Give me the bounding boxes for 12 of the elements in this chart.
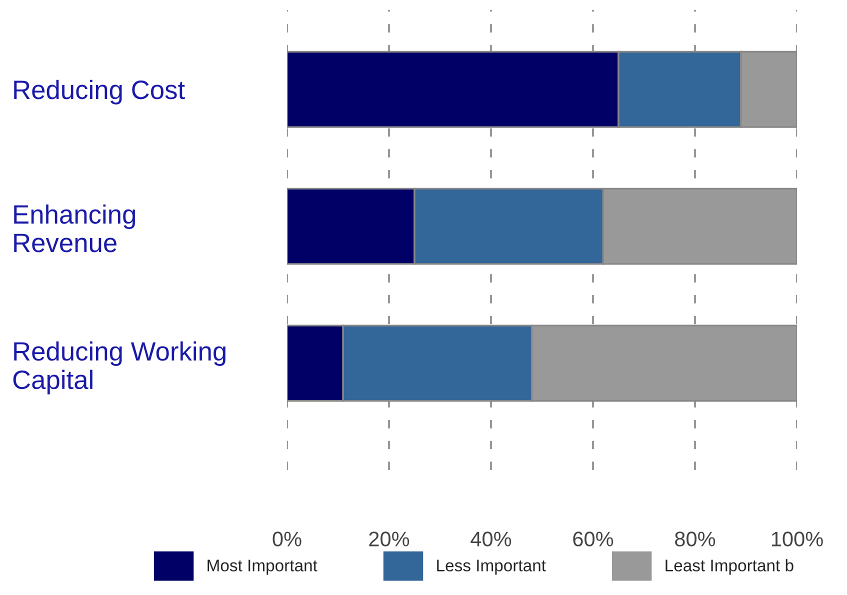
legend-label: Less Important bbox=[437, 560, 546, 575]
legend-label: Least Important b bbox=[666, 559, 794, 575]
legend-label: Most Important bbox=[208, 560, 318, 575]
x-tick-label: 80% bbox=[675, 532, 716, 546]
y-tick-label: Reducing Working Capital bbox=[13, 341, 226, 394]
y-tick-label: Enhancing Revenue bbox=[14, 204, 136, 252]
y-tick-label: Reducing Cost bbox=[14, 80, 185, 104]
x-tick-label: 60% bbox=[573, 532, 614, 546]
x-tick-label: 100% bbox=[772, 532, 823, 546]
x-tick-label: 40% bbox=[470, 532, 512, 546]
x-tick-label: 0% bbox=[272, 532, 302, 546]
x-tick-label: 20% bbox=[369, 532, 410, 546]
